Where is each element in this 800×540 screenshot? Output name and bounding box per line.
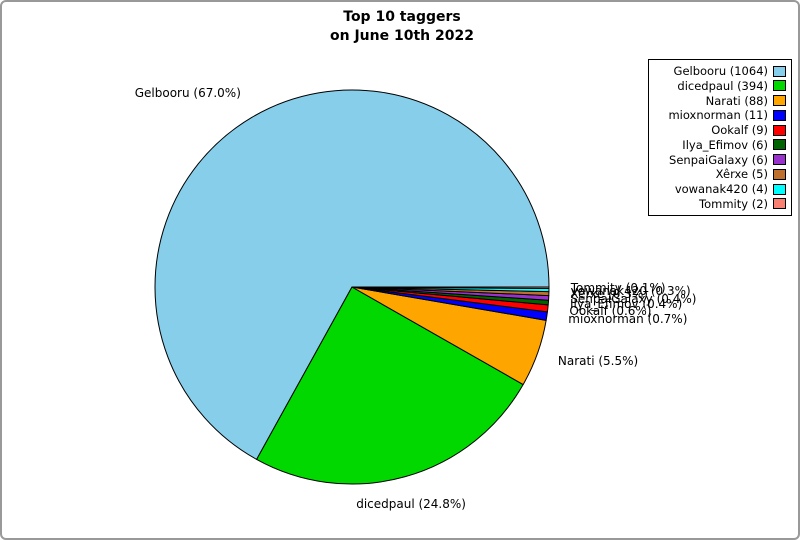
chart-title-line1: Top 10 taggers bbox=[343, 9, 461, 25]
chart-title-line2: on June 10th 2022 bbox=[330, 28, 474, 44]
legend-swatch-icon bbox=[773, 183, 786, 195]
legend-item-Tommity: Tommity (2) bbox=[655, 197, 786, 211]
legend-swatch-icon bbox=[773, 168, 786, 180]
slice-label-Gelbooru: Gelbooru (67.0%) bbox=[134, 85, 241, 100]
chart-title: Top 10 taggers on June 10th 2022 bbox=[2, 8, 798, 46]
legend-label: SenpaiGalaxy (6) bbox=[669, 152, 768, 167]
slice-label-Narati: Narati (5.5%) bbox=[557, 353, 639, 368]
legend-label: Tommity (2) bbox=[699, 196, 768, 211]
legend-swatch-icon bbox=[773, 139, 786, 151]
legend-swatch-icon bbox=[773, 80, 786, 92]
legend-item-Gelbooru: Gelbooru (1064) bbox=[655, 64, 786, 78]
slice-label-Xêrxe: Xêrxe (0.3%) bbox=[570, 287, 648, 302]
legend-label: Xêrxe (5) bbox=[715, 167, 768, 182]
legend-swatch-icon bbox=[773, 109, 786, 121]
legend-item-Ilya_Efimov: Ilya_Efimov (6) bbox=[655, 138, 786, 152]
legend-item-dicedpaul: dicedpaul (394) bbox=[655, 79, 786, 93]
legend: Gelbooru (1064) dicedpaul (394) Narati (88… bbox=[648, 59, 792, 216]
legend-item-vowanak420: vowanak420 (4) bbox=[655, 182, 786, 196]
legend-label: Gelbooru (1064) bbox=[673, 64, 768, 78]
slice-label-Tommity: Tommity (0.1%) bbox=[570, 280, 666, 295]
slice-label-Ilya_Efimov: Ilya_Efimov (0.4%) bbox=[570, 297, 683, 312]
legend-item-Ookalf: Ookalf (9) bbox=[655, 123, 786, 137]
legend-label: mioxnorman (11) bbox=[668, 108, 768, 123]
slice-label-Ookalf: Ookalf (0.6%) bbox=[569, 303, 652, 318]
legend-label: Ookalf (9) bbox=[711, 123, 768, 138]
legend-label: vowanak420 (4) bbox=[674, 182, 768, 197]
legend-label: Narati (88) bbox=[705, 93, 768, 108]
legend-label: dicedpaul (394) bbox=[677, 78, 768, 93]
slice-label-dicedpaul: dicedpaul (24.8%) bbox=[356, 496, 466, 511]
legend-swatch-icon bbox=[773, 65, 786, 77]
legend-swatch-icon bbox=[773, 95, 786, 107]
slice-label-vowanak420: vowanak420 (0.3%) bbox=[570, 283, 691, 298]
legend-swatch-icon bbox=[773, 154, 786, 166]
legend-item-SenpaiGalaxy: SenpaiGalaxy (6) bbox=[655, 153, 786, 167]
pie-slice-Gelbooru bbox=[154, 89, 550, 460]
legend-item-Narati: Narati (88) bbox=[655, 94, 786, 108]
pie-slice-Tommity bbox=[351, 286, 550, 290]
legend-item-mioxnorman: mioxnorman (11) bbox=[655, 108, 786, 122]
slice-label-mioxnorman: mioxnorman (0.7%) bbox=[568, 312, 688, 327]
legend-label: Ilya_Efimov (6) bbox=[682, 137, 768, 152]
legend-swatch-icon bbox=[773, 198, 786, 210]
legend-item-Xêrxe: Xêrxe (5) bbox=[655, 167, 786, 181]
pie-slice-dicedpaul bbox=[256, 286, 524, 485]
slice-label-SenpaiGalaxy: SenpaiGalaxy (0.4%) bbox=[570, 292, 697, 307]
legend-swatch-icon bbox=[773, 124, 786, 136]
